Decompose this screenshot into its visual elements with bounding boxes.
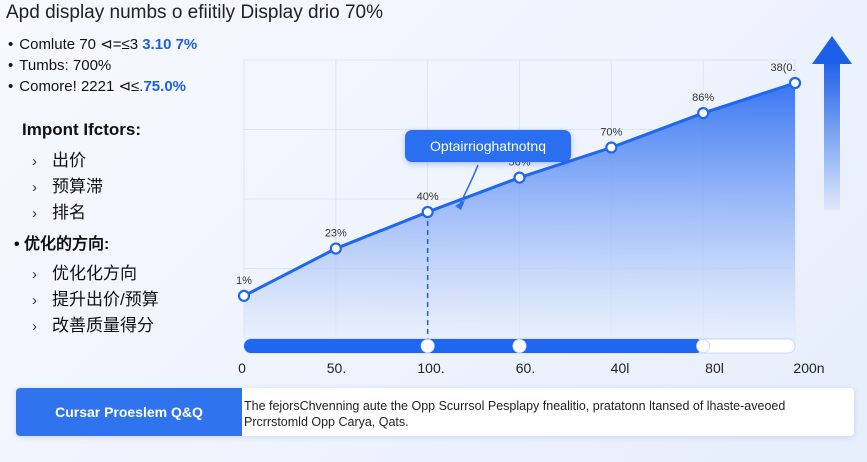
x-tick-label: 100. [417,360,444,376]
data-label: 40% [417,191,439,203]
points-layer: 1%23%40%56%70%86%38(0. [236,62,802,302]
x-tick-label: 80l [705,360,724,376]
data-label: 86% [692,92,714,104]
up-arrow-icon [812,36,852,210]
data-label: 1% [236,275,252,287]
factors-list: › 出价 › 预算滞 › 排名 [32,148,103,226]
slider-fill [244,339,704,353]
factor-item: › 排名 [32,200,103,226]
x-tick-label: 40l [611,360,630,376]
callout-pointer [459,164,479,205]
optimize-item: › 优化化方向 [32,261,159,287]
data-label: 23% [325,228,347,240]
chevron-right-icon: › [32,205,37,222]
x-tick-label: 0 [238,360,246,376]
data-point [605,141,618,154]
data-label: 70% [600,127,622,139]
page-title: Apd display numbs o efiitily Display dri… [6,2,384,23]
data-point [329,242,342,255]
optimize-heading: • 优化的方向: [14,236,110,253]
area-fill [244,83,795,338]
chevron-right-icon: › [32,153,37,170]
stat-item: Comore! 2221 ⊲≤.75.0% [8,76,197,97]
factor-item: › 出价 [32,148,103,174]
stat-item: Comlute 70 ⊲=≤3 3.10 7% [8,34,197,55]
qa-button[interactable]: Cursar Proeslem Q&Q [16,388,242,436]
x-tick-label: 200n [793,360,824,376]
callout-pointer-head [455,200,465,210]
chevron-right-icon: › [32,292,37,309]
data-point [788,76,802,90]
optimize-list: › 优化化方向 › 提升出价/预算 › 改善质量得分 [32,261,159,339]
chevron-right-icon: › [32,179,37,196]
range-slider[interactable] [243,338,796,354]
footer-panel: Cursar Proeslem Q&Q The fejorsChvenning … [16,388,854,436]
stats-list: Comlute 70 ⊲=≤3 3.10 7% Tumbs: 700% Como… [8,34,197,97]
data-point [421,205,434,219]
factor-item: › 预算滞 [32,174,103,200]
stat-item: Tumbs: 700% [8,55,197,76]
data-point [697,106,710,120]
footer-description: The fejorsChvenning aute the Opp Scurrso… [244,399,786,429]
data-point [513,171,526,184]
optimize-item: › 改善质量得分 [32,313,159,339]
x-ticks: 0 50. 100. 60. 40l 80l 200n [238,360,824,376]
callout-label: Optairrioghatnotnq [405,130,571,162]
x-tick-label: 50. [327,360,346,376]
factors-heading: Impont Ifctors: [22,120,141,139]
optimize-item: › 提升出价/预算 [32,287,159,313]
slider-knob[interactable] [420,339,435,353]
x-tick-label: 60. [516,360,535,376]
data-point [237,289,251,302]
chevron-right-icon: › [32,318,37,335]
data-label: 38(0. [770,62,795,74]
slider-knob[interactable] [512,339,527,353]
chevron-right-icon: › [32,266,37,283]
slider-knob[interactable] [696,339,711,353]
